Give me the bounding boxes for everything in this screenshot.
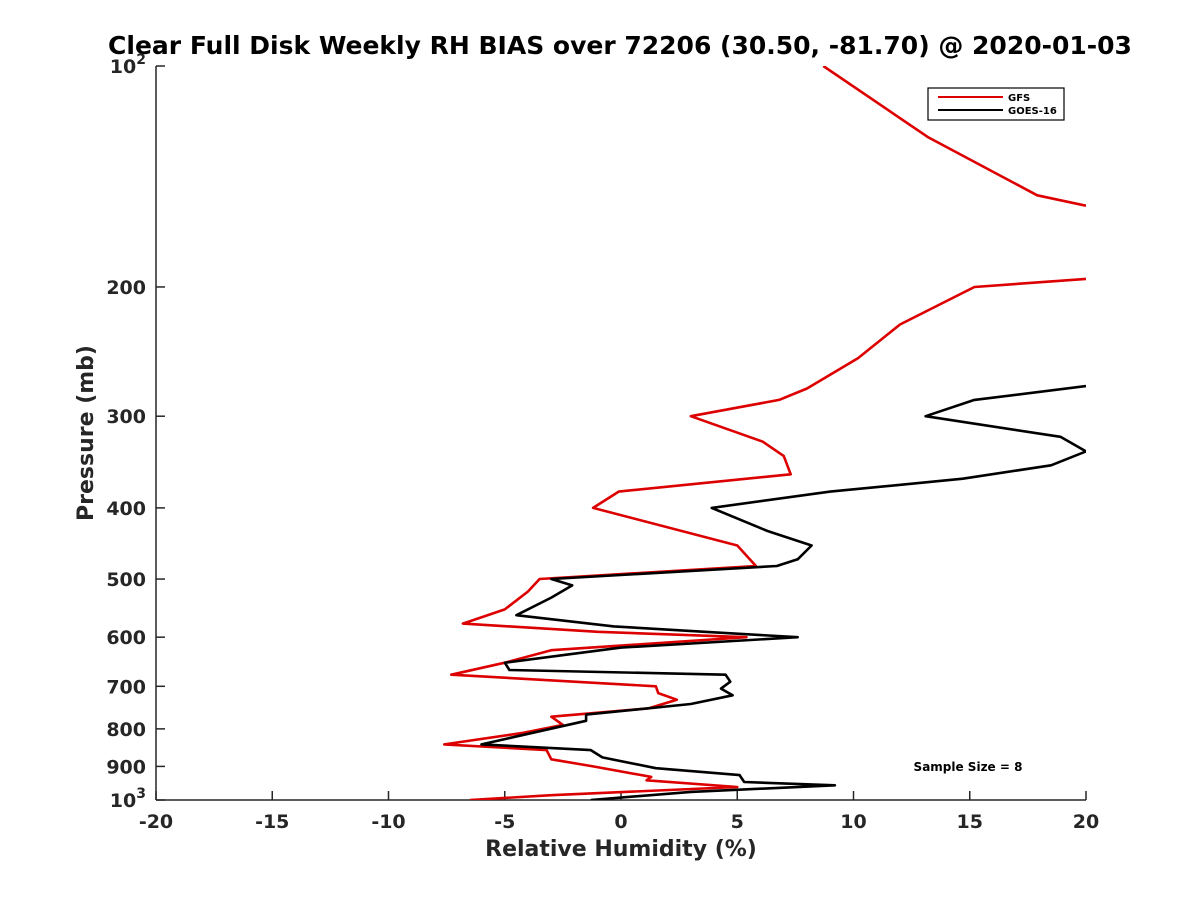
plot-area	[155, 66, 1086, 801]
series-line-goes16-0	[924, 384, 1086, 453]
x-tick-label: -15	[255, 811, 289, 833]
legend: GFS GOES-16	[927, 87, 1065, 121]
legend-label-goes16: GOES-16	[1008, 106, 1057, 117]
legend-label-gfs: GFS	[1008, 93, 1030, 104]
chart-title: Clear Full Disk Weekly RH BIAS over 7220…	[108, 31, 1132, 60]
series-line-gfs-1	[442, 277, 1086, 800]
y-tick-label: 102	[110, 52, 146, 78]
x-tick-label: -5	[494, 811, 515, 833]
y-tick-label: 500	[106, 569, 146, 591]
y-axis-label: Pressure (mb)	[74, 345, 99, 521]
x-tick-label: -20	[139, 811, 173, 833]
y-tick-label: 600	[106, 627, 146, 649]
x-tick-label: 10	[840, 811, 866, 833]
sample-size-annotation: Sample Size = 8	[914, 760, 1023, 774]
x-tick-label: 15	[957, 811, 983, 833]
y-tick-label: 800	[106, 719, 146, 741]
y-tick-label: 103	[110, 786, 146, 812]
y-tick-label: 200	[106, 277, 146, 299]
y-tick-group: 102 200 300 400 500 600 700 800 900 103	[106, 52, 165, 812]
x-tick-label: 5	[731, 811, 744, 833]
x-axis-label: Relative Humidity (%)	[485, 837, 757, 862]
series-line-gfs-0	[822, 66, 1086, 207]
x-tick-group: -20 -15 -10 -5 0 5 10 15 20	[139, 791, 1099, 833]
x-tick-label: -10	[371, 811, 405, 833]
legend-box	[927, 87, 1065, 121]
x-tick-label: 20	[1073, 811, 1099, 833]
series-line-goes16-1	[480, 450, 1086, 800]
y-tick-label: 300	[106, 406, 146, 428]
x-tick-label: 0	[614, 811, 627, 833]
y-tick-label: 700	[106, 676, 146, 698]
y-tick-label: 400	[106, 498, 146, 520]
series-layer	[442, 66, 1086, 800]
y-tick-label: 900	[106, 756, 146, 778]
